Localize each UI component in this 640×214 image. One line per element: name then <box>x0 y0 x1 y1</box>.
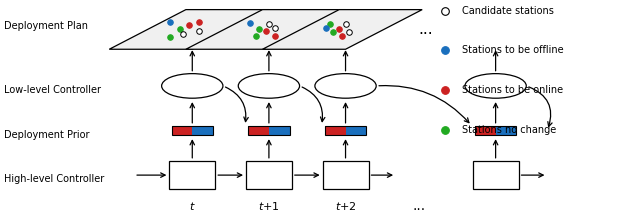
Bar <box>472 161 518 189</box>
Text: Candidate stations: Candidate stations <box>463 6 554 16</box>
Bar <box>269 126 290 135</box>
Bar <box>346 126 366 135</box>
Ellipse shape <box>315 74 376 98</box>
Polygon shape <box>186 10 346 49</box>
Bar <box>248 126 269 135</box>
Text: Stations to be online: Stations to be online <box>463 85 564 95</box>
Text: Deployment Plan: Deployment Plan <box>4 21 88 31</box>
Bar <box>248 126 290 135</box>
Text: High-level Controller: High-level Controller <box>4 174 104 184</box>
Bar <box>172 126 213 135</box>
Text: $t$: $t$ <box>189 200 196 212</box>
Text: $t$+1: $t$+1 <box>258 200 280 212</box>
Bar <box>324 126 366 135</box>
Bar <box>172 126 192 135</box>
Bar <box>246 161 292 189</box>
Text: $t$+2: $t$+2 <box>335 200 356 212</box>
Polygon shape <box>109 10 269 49</box>
Bar <box>192 126 213 135</box>
Text: ...: ... <box>412 199 426 213</box>
Polygon shape <box>262 10 422 49</box>
Bar <box>475 126 516 135</box>
Text: Deployment Prior: Deployment Prior <box>4 131 90 140</box>
Text: Low-level Controller: Low-level Controller <box>4 85 101 95</box>
Bar <box>324 126 346 135</box>
Bar <box>495 126 516 135</box>
Ellipse shape <box>465 74 526 98</box>
Text: Stations no change: Stations no change <box>463 125 557 135</box>
Bar <box>475 126 495 135</box>
Text: ...: ... <box>418 22 433 37</box>
Bar <box>323 161 369 189</box>
Ellipse shape <box>162 74 223 98</box>
Bar <box>170 161 215 189</box>
Ellipse shape <box>238 74 300 98</box>
Text: Stations to be offline: Stations to be offline <box>463 45 564 55</box>
